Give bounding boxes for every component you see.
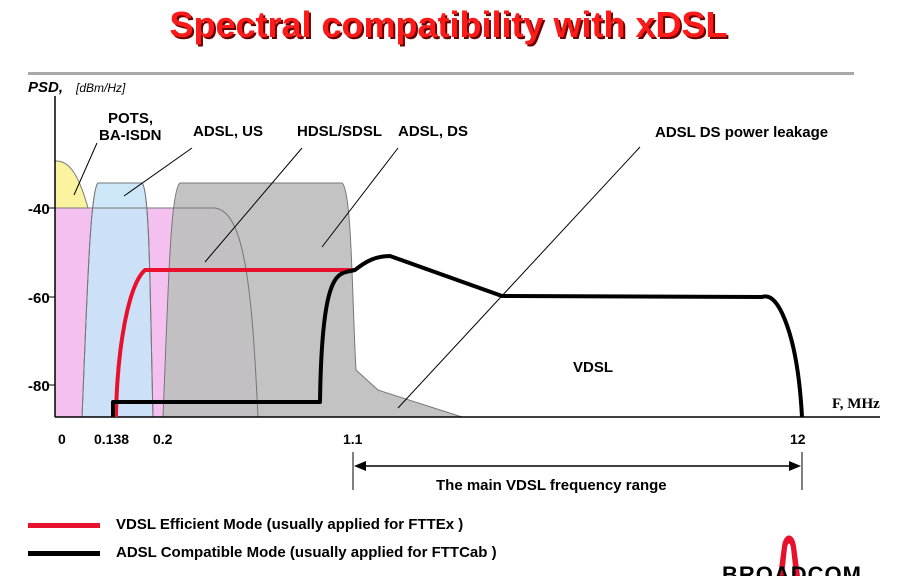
y-axis-unit: [dBm/Hz] (75, 81, 126, 95)
adsl-ds-pointer (321, 147, 399, 248)
broadcom-logo: BROADCOM (722, 528, 882, 576)
x-tick-label: 0.138 (94, 431, 129, 447)
page-title: Spectral compatibility with xDSL (169, 4, 728, 45)
leakage-label: ADSL DS power leakage (655, 124, 828, 141)
adsl-us-outline (81, 182, 154, 418)
ba-isdn-label: BA-ISDN (99, 127, 162, 144)
adsl-ds-band (162, 182, 463, 418)
x-tick-label: 0.2 (153, 431, 173, 447)
legend-swatch-efficient (28, 523, 100, 528)
range-label: The main VDSL frequency range (436, 477, 667, 494)
title-divider (28, 72, 854, 75)
broadcom-mark-icon (778, 535, 800, 576)
leakage-pointer (397, 146, 641, 409)
x-tick-label: 12 (790, 431, 806, 447)
x-axis-label: F, MHz (832, 396, 880, 412)
pots-label: POTS, (108, 110, 153, 127)
broadcom-wordmark: BROADCOM (722, 562, 862, 576)
legend-label-compatible: ADSL Compatible Mode (usually applied fo… (116, 544, 497, 561)
y-tick-label: -60 (28, 290, 50, 307)
y-tick-label: -40 (28, 201, 50, 218)
range-arrow-left-icon (354, 461, 366, 471)
pots-band (54, 160, 89, 209)
legend-swatch-compatible (28, 551, 100, 556)
adsl-us-label: ADSL, US (193, 123, 263, 140)
hdsl-outline (55, 207, 259, 418)
pots-pointer (73, 142, 98, 196)
vdsl-compatible-mask (111, 254, 804, 418)
legend-label-efficient: VDSL Efficient Mode (usually applied for… (116, 516, 464, 533)
x-tick-label: 1.1 (343, 431, 363, 447)
vdsl-label: VDSL (573, 359, 613, 376)
vdsl-efficient-mask (114, 268, 355, 418)
y-axis-label: PSD, (28, 79, 63, 96)
y-tick-label: -80 (28, 378, 50, 395)
hdsl-sdsl-label: HDSL/SDSL (297, 123, 382, 140)
adsl-ds-label: ADSL, DS (398, 123, 468, 140)
hdsl-pointer (204, 147, 303, 263)
adsl-us-pointer (123, 147, 193, 197)
range-arrow-right-icon (789, 461, 801, 471)
x-tick-label: 0 (58, 431, 66, 447)
